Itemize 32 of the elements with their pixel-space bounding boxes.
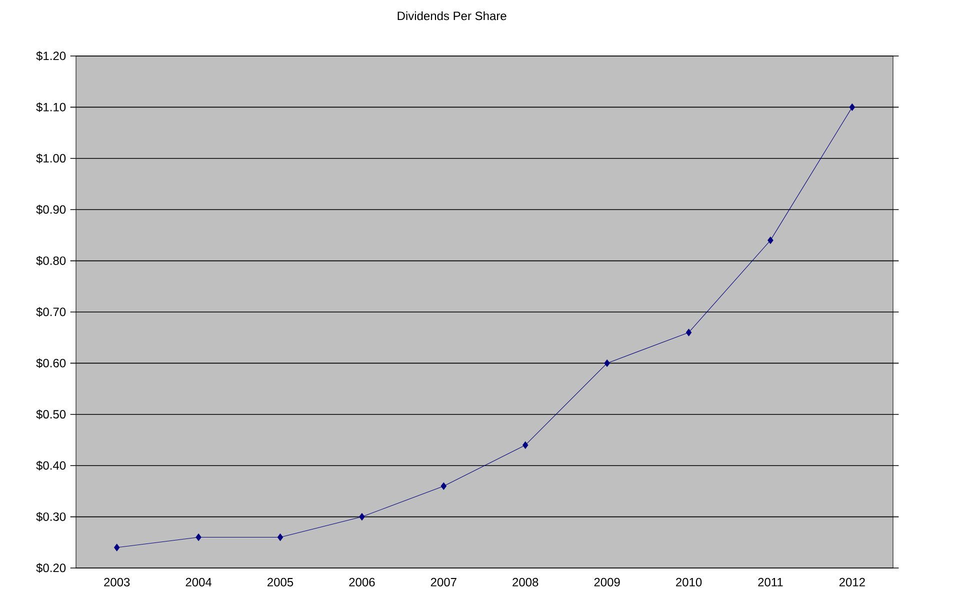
y-tick-label: $0.50: [36, 410, 66, 420]
point: [440, 482, 447, 490]
x-tick-label: 2009: [594, 578, 620, 586]
x-tick-label: 2007: [430, 578, 456, 586]
y-tick-label: $0.90: [36, 204, 66, 214]
y-tick-label: $0.70: [36, 307, 66, 317]
chart-title: Dividends Per Share: [398, 11, 506, 20]
x-tick-label: 2005: [268, 578, 294, 586]
point: [686, 328, 692, 336]
x-tick-label: 2012: [839, 578, 865, 586]
point: [522, 441, 528, 449]
x-tick-label: 2004: [186, 578, 212, 586]
y-tick-label: $1.00: [36, 154, 66, 164]
x-tick-label: 2010: [676, 578, 702, 586]
point: [768, 236, 774, 244]
point: [114, 544, 120, 552]
y-tick-label: $0.30: [36, 512, 66, 522]
y-tick-label: $1.20: [36, 51, 66, 61]
point: [277, 534, 284, 541]
x-tick-label: 2008: [512, 578, 538, 586]
x-tick-label: 2006: [349, 578, 375, 586]
point: [604, 359, 610, 367]
x-tick-label: 2011: [758, 578, 783, 586]
y-tick-label: $0.80: [36, 256, 66, 266]
y-tick-label: $1.10: [36, 102, 66, 112]
point: [196, 534, 202, 541]
x-tick-label: 2003: [104, 578, 130, 586]
y-tick-label: $0.60: [36, 358, 66, 368]
point: [849, 103, 856, 111]
y-tick-label: $0.20: [36, 563, 66, 573]
y-tick-label: $0.40: [36, 460, 66, 470]
point: [359, 513, 365, 521]
